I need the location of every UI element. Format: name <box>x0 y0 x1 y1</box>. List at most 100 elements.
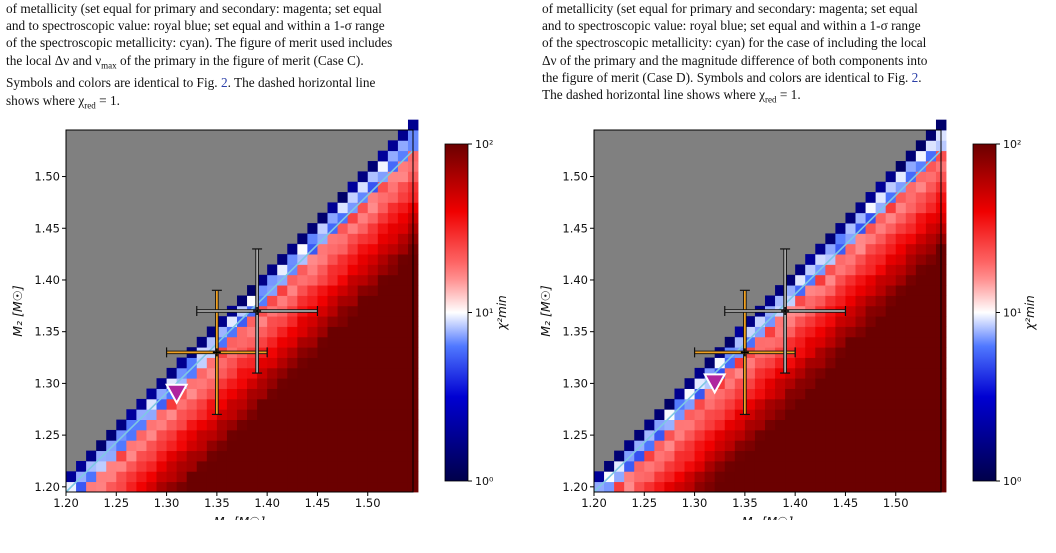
heatmap-cell <box>287 471 298 483</box>
heatmap-cell <box>136 460 147 472</box>
figure-reference-link[interactable]: 2 <box>911 69 919 85</box>
equal-mass-line <box>65 150 414 493</box>
heatmap-cell <box>196 419 208 431</box>
heatmap-cell <box>815 388 826 400</box>
heatmap-cell <box>156 398 167 410</box>
heatmap-cell <box>327 378 338 389</box>
heatmap-cell <box>925 388 937 400</box>
heatmap-cell <box>337 243 349 255</box>
heatmap-cell <box>317 367 328 379</box>
heatmap-cell <box>156 460 167 472</box>
figure-reference-link[interactable]: 2 <box>220 75 228 91</box>
heatmap-cell <box>357 481 369 493</box>
heatmap-cell <box>624 450 635 462</box>
heatmap-cell <box>905 419 917 431</box>
heatmap-cell <box>327 398 338 410</box>
heatmap-cell <box>247 409 258 420</box>
heatmap-cell <box>865 398 877 410</box>
heatmap-cell <box>724 471 736 483</box>
heatmap-cell <box>297 347 308 358</box>
heatmap-cell <box>367 181 379 193</box>
heatmap-cell <box>704 460 716 472</box>
heatmap-cell <box>825 347 836 358</box>
heatmap-cell <box>317 274 328 286</box>
heatmap-cell <box>277 285 288 296</box>
caption-text: The dashed horizontal line shows where χ <box>542 87 766 103</box>
heatmap-cell <box>815 409 826 420</box>
heatmap-cell <box>337 378 349 389</box>
heatmap-cell <box>724 378 736 389</box>
heatmap-cell <box>126 419 137 431</box>
heatmap-cell <box>925 305 937 317</box>
heatmap-cell <box>327 305 338 317</box>
heatmap-cell <box>186 378 198 389</box>
heatmap-cell <box>367 450 379 462</box>
heatmap-cell <box>775 316 786 327</box>
heatmap-cell <box>297 419 308 431</box>
heatmap-cell <box>764 316 776 327</box>
heatmap-cell <box>297 243 308 255</box>
heatmap-cell <box>845 264 856 276</box>
heatmap-cell <box>196 409 208 420</box>
heatmap-cell <box>247 419 258 431</box>
heatmap-cell <box>875 181 887 193</box>
heatmap-cell <box>875 274 887 286</box>
heatmap-cell <box>775 409 786 420</box>
heatmap-cell <box>327 481 338 493</box>
heatmap-cell <box>855 378 866 389</box>
heatmap-cell <box>845 223 856 234</box>
heatmap-cell <box>905 181 917 193</box>
heatmap-cell <box>895 326 907 338</box>
heatmap-cell <box>654 440 665 452</box>
heatmap-cell <box>397 440 409 452</box>
y-axis-label: M₂ [M☉] <box>538 285 553 337</box>
colorbar-tick-label: 10⁰ <box>1003 475 1022 488</box>
heatmap-cell <box>674 409 685 420</box>
heatmap-cell <box>825 316 836 327</box>
heatmap-cell <box>785 419 796 431</box>
heatmap-cell <box>905 212 917 224</box>
heatmap-cell <box>694 388 706 400</box>
heatmap-cell <box>624 460 635 472</box>
heatmap-cell <box>387 192 399 203</box>
heatmap-cell <box>206 429 218 441</box>
heatmap-cell <box>216 460 228 472</box>
heatmap-cell <box>267 398 278 410</box>
heatmap-cell <box>146 388 157 400</box>
heatmap-cell <box>865 388 877 400</box>
x-tick-label: 1.45 <box>833 496 859 510</box>
heatmap-cell <box>915 357 927 369</box>
heatmap-cell <box>146 450 157 462</box>
heatmap-cell <box>815 285 826 296</box>
heatmap-cell <box>855 450 866 462</box>
heatmap-cell <box>825 481 836 493</box>
heatmap-cell <box>905 202 917 214</box>
heatmap-cell <box>387 243 399 255</box>
y-tick-label: 1.45 <box>562 221 588 235</box>
heatmap-cell <box>387 212 399 224</box>
heatmap-cell <box>267 378 278 389</box>
heatmap-cell <box>196 388 208 400</box>
heatmap-cell <box>704 398 716 410</box>
heatmap-cell <box>166 481 178 493</box>
heatmap-cell <box>855 305 866 317</box>
heatmap-cell <box>855 254 866 265</box>
caption-text: of metallicity (set equal for primary an… <box>542 1 918 16</box>
x-tick-label: 1.25 <box>631 496 657 510</box>
heatmap-cell <box>307 326 318 338</box>
heatmap-cell <box>257 285 268 296</box>
heatmap-cell <box>795 336 806 348</box>
heatmap-cell <box>247 357 258 369</box>
heatmap-cell <box>815 316 826 327</box>
heatmap-cell <box>744 388 756 400</box>
heatmap-cell <box>287 481 298 493</box>
heatmap-cell <box>307 264 318 276</box>
heatmap-cell <box>96 471 107 483</box>
heatmap-cell <box>196 398 208 410</box>
heatmap-cell <box>835 398 846 410</box>
heatmap-cell <box>337 202 349 214</box>
heatmap-cell <box>654 419 665 431</box>
heatmap-cell <box>815 440 826 452</box>
heatmap-cell <box>337 192 349 203</box>
heatmap-figure-left: 1.20 1.25 1.30 1.35 1.40 1.45 1.50 1.20 1.25 1.30… <box>0 100 528 529</box>
